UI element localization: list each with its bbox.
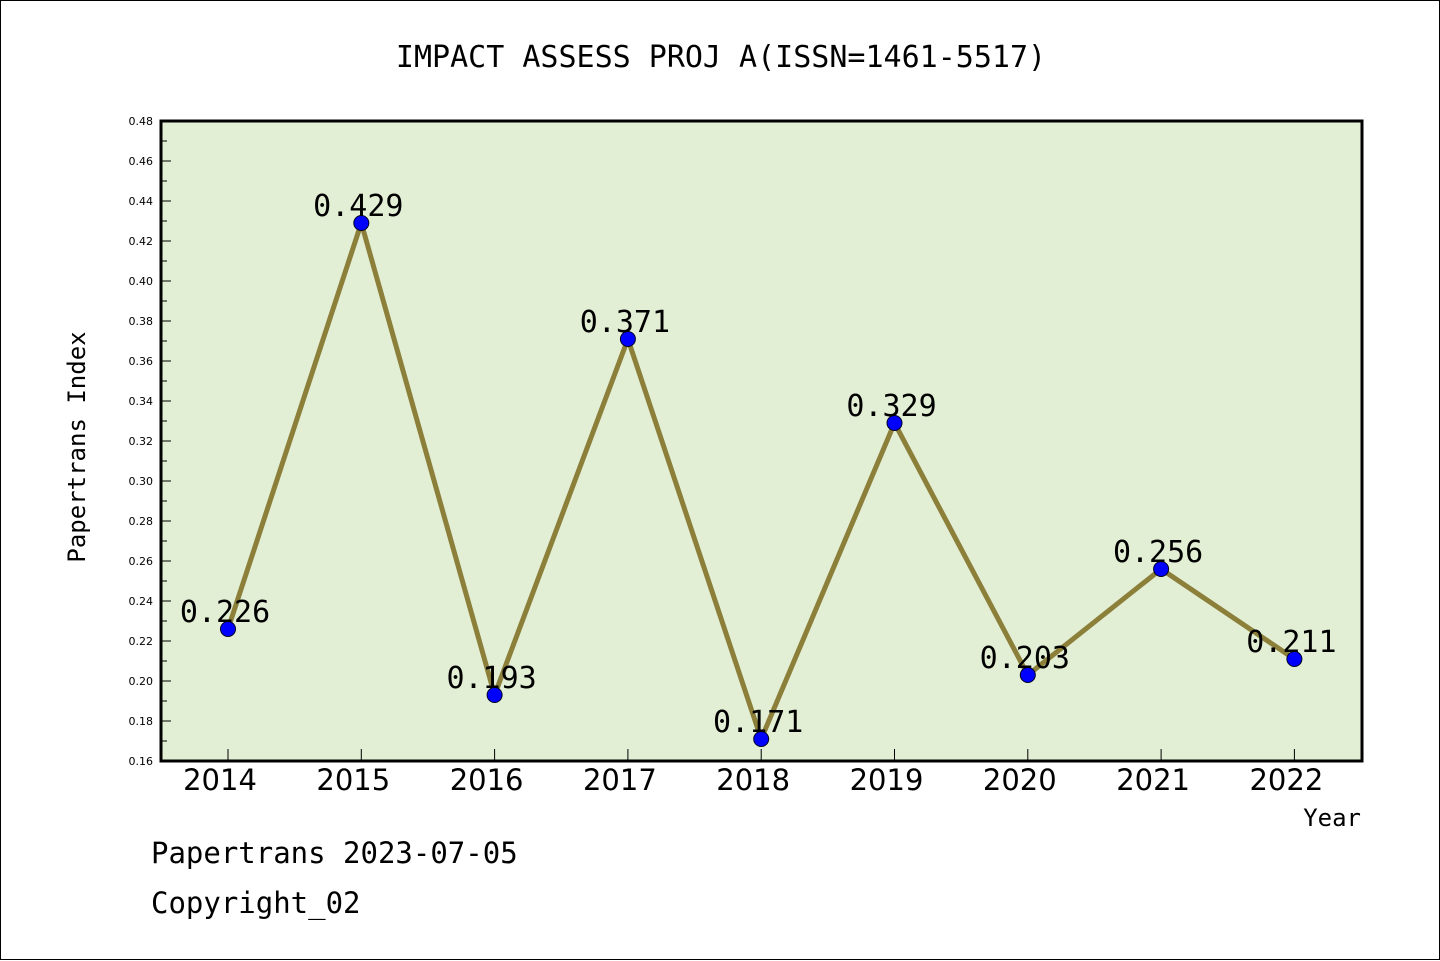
data-point xyxy=(886,415,903,431)
data-label: 0.329 xyxy=(846,389,936,424)
data-label: 0.429 xyxy=(313,189,403,224)
x-tick-label: 2017 xyxy=(583,763,657,797)
chart-title: IMPACT ASSESS PROJ A(ISSN=1461-5517) xyxy=(396,40,1046,75)
data-point xyxy=(753,731,770,747)
x-tick-label: 2014 xyxy=(183,763,257,797)
data-label: 0.371 xyxy=(580,305,670,340)
data-point xyxy=(1286,651,1303,667)
y-tick-label: 0.38 xyxy=(129,315,154,328)
data-label: 0.211 xyxy=(1246,625,1336,660)
y-tick-label: 0.34 xyxy=(129,395,154,408)
y-tick-label: 0.24 xyxy=(129,595,154,608)
data-point xyxy=(353,215,370,231)
data-point xyxy=(619,331,636,347)
data-point xyxy=(486,687,503,703)
x-axis-title: Year xyxy=(1303,804,1361,832)
y-tick-label: 0.32 xyxy=(129,435,154,448)
y-tick-label: 0.18 xyxy=(129,715,154,728)
data-point xyxy=(1153,561,1170,577)
y-tick-label: 0.30 xyxy=(129,475,154,488)
footer-copyright: Copyright_02 xyxy=(151,886,361,920)
data-point xyxy=(1019,667,1036,683)
x-tick-label: 2015 xyxy=(316,763,390,797)
y-axis-title: Papertrans Index xyxy=(63,331,91,562)
x-tick-label: 2019 xyxy=(850,763,924,797)
y-tick-label: 0.22 xyxy=(129,635,154,648)
y-tick-label: 0.42 xyxy=(129,235,154,248)
x-axis: 2014 2015 2016 2017 2018 2019 2020 2021 2022 xyxy=(183,749,1323,797)
y-tick-label: 0.16 xyxy=(129,755,154,768)
series: 0.226 0.429 0.193 0.371 0.171 0.329 0.203 0.256… xyxy=(180,189,1337,747)
data-label: 0.171 xyxy=(713,705,803,740)
data-label: 0.226 xyxy=(180,595,270,630)
y-tick-label: 0.26 xyxy=(129,555,154,568)
y-tick-label: 0.36 xyxy=(129,355,154,368)
y-tick-label: 0.46 xyxy=(129,155,154,168)
y-tick-label: 0.20 xyxy=(129,675,154,688)
x-tick-label: 2018 xyxy=(716,763,790,797)
y-tick-label: 0.44 xyxy=(129,195,154,208)
y-axis: 0.16 0.18 0.20 0.22 0.24 0.26 0.28 0.30 0.32 0.34… xyxy=(129,115,171,768)
x-tick-label: 2020 xyxy=(983,763,1057,797)
data-label: 0.193 xyxy=(446,661,536,696)
y-tick-label: 0.28 xyxy=(129,515,154,528)
footer-date: Papertrans 2023-07-05 xyxy=(151,836,518,870)
y-tick-label: 0.48 xyxy=(129,115,154,128)
data-label: 0.203 xyxy=(980,641,1070,676)
data-label: 0.256 xyxy=(1113,535,1203,570)
x-tick-label: 2022 xyxy=(1249,763,1323,797)
y-tick-label: 0.40 xyxy=(129,275,154,288)
x-tick-label: 2021 xyxy=(1116,763,1190,797)
x-tick-label: 2016 xyxy=(450,763,524,797)
data-point xyxy=(220,621,236,637)
